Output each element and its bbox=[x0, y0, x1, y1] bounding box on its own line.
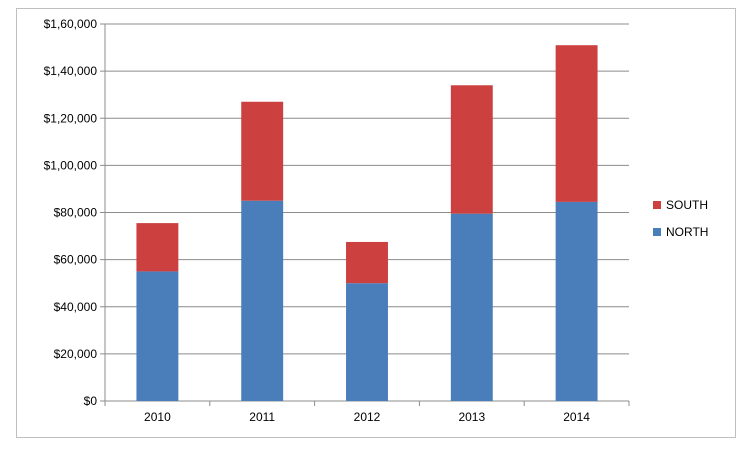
bar-north-2012 bbox=[346, 283, 388, 401]
bar-south-2010 bbox=[136, 223, 179, 272]
y-tick-label-0: $0 bbox=[84, 394, 98, 408]
legend-label-north: NORTH bbox=[666, 225, 708, 239]
y-tick-label-4: $80,000 bbox=[54, 206, 98, 220]
bar-north-2010 bbox=[136, 271, 179, 401]
legend-label-south: SOUTH bbox=[666, 198, 708, 212]
y-tick-label-6: $1,20,000 bbox=[44, 111, 98, 125]
bar-north-2014 bbox=[555, 201, 598, 401]
chart-frame: $0 $20,000 $40,000 $60,000 $80,000 $1,00,000 $… bbox=[16, 8, 736, 438]
y-tick-label-1: $20,000 bbox=[54, 347, 98, 361]
y-tick-label-5: $1,00,000 bbox=[44, 158, 98, 172]
legend-swatch-south bbox=[653, 201, 661, 209]
bar-north-2013 bbox=[450, 213, 493, 401]
y-tick-label-8: $1,60,000 bbox=[44, 17, 98, 31]
bar-south-2014 bbox=[555, 45, 598, 202]
bar-south-2012 bbox=[346, 241, 388, 284]
bar-north-2011 bbox=[241, 200, 284, 401]
stacked-bar-chart: $0 $20,000 $40,000 $60,000 $80,000 $1,00,000 $… bbox=[44, 17, 709, 424]
x-tick-label-2011: 2011 bbox=[249, 410, 275, 424]
x-tick-label-2013: 2013 bbox=[458, 410, 485, 424]
x-tick-label-2012: 2012 bbox=[354, 410, 381, 424]
y-tick-label-2: $40,000 bbox=[54, 300, 98, 314]
legend-swatch-north bbox=[653, 228, 661, 236]
y-tick-label-3: $60,000 bbox=[54, 253, 98, 267]
x-tick-label-2014: 2014 bbox=[563, 410, 590, 424]
bar-south-2011 bbox=[241, 101, 284, 201]
bar-south-2013 bbox=[450, 85, 493, 214]
y-tick-label-7: $1,40,000 bbox=[44, 64, 98, 78]
x-tick-label-2010: 2010 bbox=[144, 410, 171, 424]
